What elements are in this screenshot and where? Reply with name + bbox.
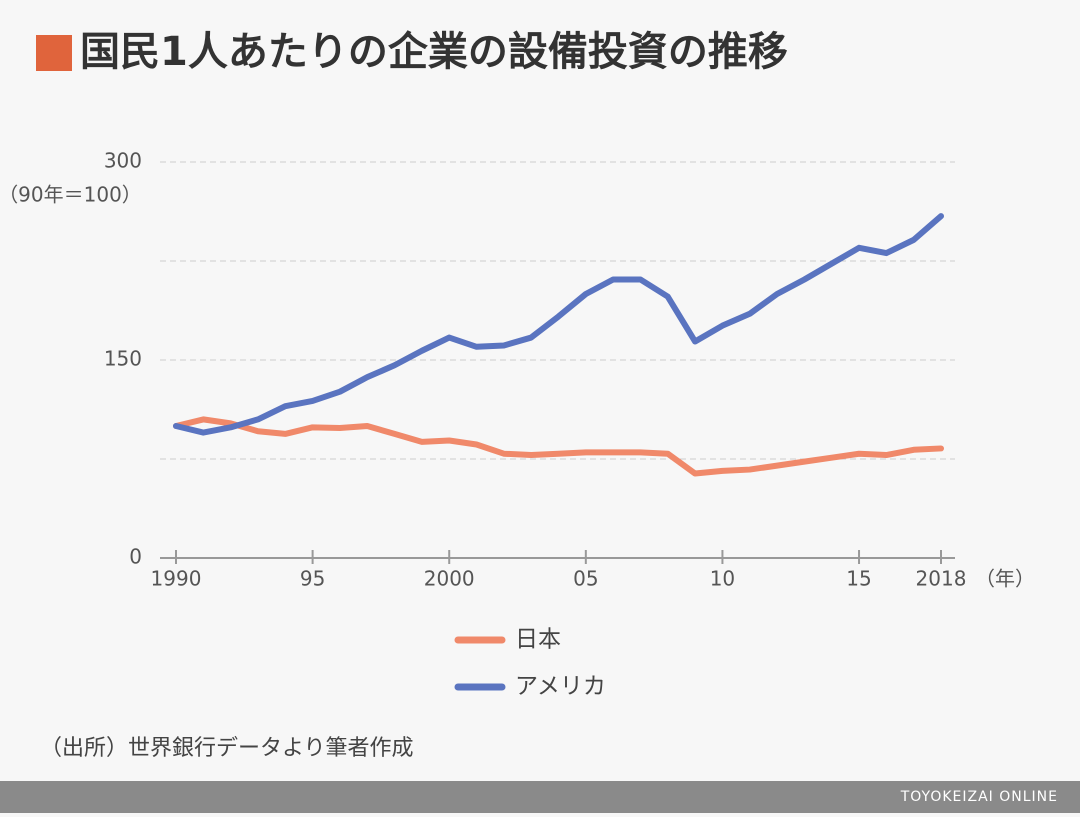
source: （出所）世界銀行データより筆者作成 <box>40 736 414 761</box>
footer: TOYOKEIZAI ONLINE <box>900 789 1058 805</box>
x-tick-label: 10 <box>710 567 735 591</box>
x-tick-label: 95 <box>300 567 325 591</box>
footer-bar <box>0 781 1080 813</box>
x-tick-label: 05 <box>573 567 598 591</box>
x-unit-label: （年） <box>975 567 1035 591</box>
chart-title: 国民1人あたりの企業の設備投資の推移 <box>80 29 788 75</box>
x-tick-label: 2000 <box>424 567 475 591</box>
x-tick-label: 1990 <box>151 567 202 591</box>
y-tick-label: 300 <box>104 149 142 173</box>
x-tick-label: 2018 <box>916 567 967 591</box>
y-tick-label: 150 <box>104 347 142 371</box>
title-marker <box>36 35 72 71</box>
legend-label: 日本 <box>515 627 561 653</box>
series-line <box>173 213 944 436</box>
series-line <box>173 416 944 477</box>
legend-label: アメリカ <box>515 674 606 700</box>
x-tick-label: 15 <box>846 567 871 591</box>
y-tick-label: 0 <box>129 545 142 569</box>
y-unit-label: （90年＝100） <box>0 183 142 207</box>
